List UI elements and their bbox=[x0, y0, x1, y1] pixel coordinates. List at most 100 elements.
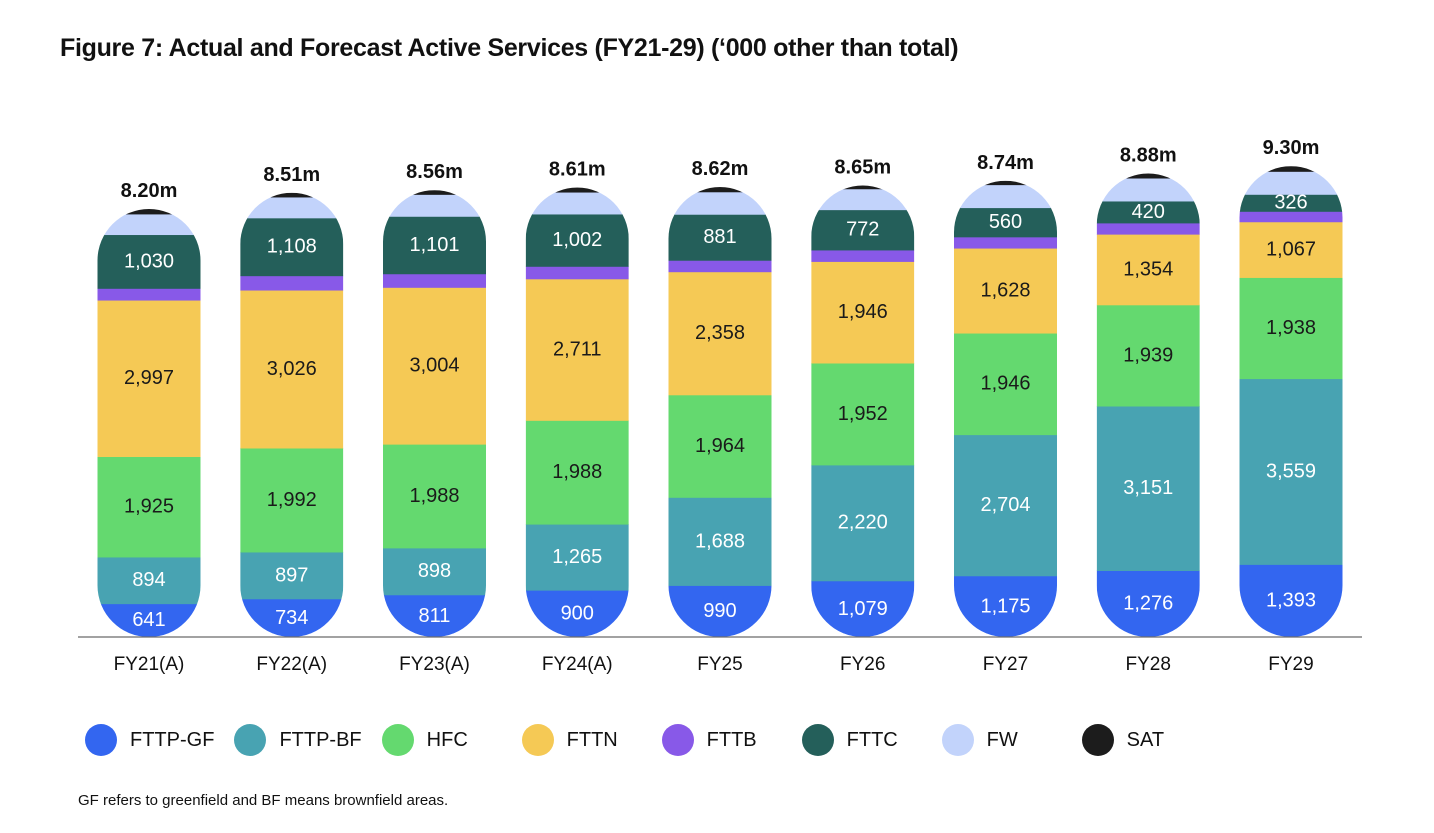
bar-segment-fttb-FY25 bbox=[668, 260, 772, 273]
legend: FTTP-GF FTTP-BF HFC FTTN FTTB FTTC FW SAT bbox=[85, 724, 1222, 756]
data-label: 734 bbox=[275, 607, 308, 629]
bar-segment-fttb-FY22(A) bbox=[240, 275, 344, 291]
bar-segment-fttb-FY28 bbox=[1096, 222, 1200, 235]
bar-segment-hfc-FY26 bbox=[811, 362, 915, 466]
data-label: 1,067 bbox=[1266, 238, 1316, 260]
data-label: 1,265 bbox=[552, 546, 602, 568]
bar-segment-hfc-FY27 bbox=[954, 332, 1057, 436]
data-label: 772 bbox=[846, 219, 879, 241]
bar-segment-fw-FY25 bbox=[668, 191, 772, 215]
bar-segment-sat-FY29 bbox=[1239, 166, 1343, 172]
x-tick-label: FY22(A) bbox=[256, 654, 327, 675]
bar-segment-sat-FY27 bbox=[954, 180, 1057, 186]
x-tick-label: FY26 bbox=[840, 654, 885, 675]
bar-segment-fttn-FY27 bbox=[954, 247, 1057, 334]
bar-segment-fttc-FY28 bbox=[1096, 200, 1200, 224]
data-label: 3,004 bbox=[409, 355, 459, 377]
legend-item-fttp-bf: FTTP-BF bbox=[234, 724, 362, 756]
x-tick-label: FY29 bbox=[1268, 654, 1313, 675]
footnote: GF refers to greenfield and BF means bro… bbox=[78, 792, 449, 809]
legend-label: FTTP-GF bbox=[130, 728, 215, 751]
data-label: 881 bbox=[703, 226, 736, 248]
legend-swatch bbox=[521, 724, 554, 756]
legend-item-fw: FW bbox=[941, 724, 1062, 756]
bar-segment-fttb-FY26 bbox=[811, 249, 915, 262]
legend-label: FTTC bbox=[846, 728, 898, 751]
bar-segment-fttn-FY22(A) bbox=[240, 289, 344, 449]
bar-segment-fw-FY27 bbox=[954, 184, 1057, 209]
bar-segment-fttp-bf-FY22(A) bbox=[240, 551, 344, 600]
data-label: 1,988 bbox=[552, 461, 602, 483]
bar-segment-fttc-FY27 bbox=[954, 207, 1057, 238]
bar-segment-sat-FY26 bbox=[811, 185, 915, 190]
data-label: 1,992 bbox=[267, 489, 317, 511]
total-label: 8.65m bbox=[834, 156, 891, 178]
bar-segment-fttn-FY23(A) bbox=[383, 287, 486, 445]
bar-segment-hfc-FY28 bbox=[1096, 304, 1200, 407]
data-label: 1,030 bbox=[124, 250, 174, 272]
bar-segment-fttn-FY26 bbox=[811, 261, 915, 364]
bar-segment-fttb-FY27 bbox=[954, 236, 1057, 249]
bar-segment-fw-FY29 bbox=[1239, 171, 1343, 195]
bar-stack-FY21(A) bbox=[97, 208, 201, 638]
data-label: 894 bbox=[132, 569, 165, 591]
total-label: 8.74m bbox=[977, 152, 1034, 174]
data-label: 3,026 bbox=[267, 358, 317, 380]
bar-segment-hfc-FY23(A) bbox=[383, 444, 486, 549]
legend-swatch bbox=[661, 724, 694, 756]
legend-item-fttn: FTTN bbox=[521, 724, 642, 756]
data-label: 1,108 bbox=[267, 236, 317, 258]
data-label: 1,276 bbox=[1123, 593, 1173, 615]
bar-segment-fttp-bf-FY25 bbox=[668, 497, 772, 586]
legend-label: FW bbox=[986, 728, 1018, 751]
data-label: 1,939 bbox=[1123, 344, 1173, 366]
x-tick-label: FY27 bbox=[983, 654, 1028, 675]
bar-segment-sat-FY21(A) bbox=[97, 208, 201, 215]
bar-segment-fttc-FY21(A) bbox=[97, 234, 201, 289]
bar-segment-sat-FY24(A) bbox=[525, 187, 629, 193]
data-label: 811 bbox=[419, 605, 451, 627]
x-tick-label: FY24(A) bbox=[542, 654, 613, 675]
legend-swatch bbox=[941, 724, 974, 756]
bar-segment-fttc-FY29 bbox=[1239, 194, 1343, 212]
legend-swatch bbox=[85, 724, 117, 756]
total-label: 8.56m bbox=[406, 161, 463, 183]
bar-segment-fttp-bf-FY24(A) bbox=[525, 523, 629, 591]
legend-item-fttb: FTTB bbox=[661, 724, 782, 756]
bar-segment-hfc-FY22(A) bbox=[240, 447, 344, 553]
data-label: 1,628 bbox=[980, 279, 1030, 301]
bar-segment-fttn-FY28 bbox=[1096, 234, 1200, 306]
bar-segment-fttc-FY26 bbox=[811, 209, 915, 251]
bar-segment-fw-FY24(A) bbox=[525, 191, 629, 215]
legend-swatch bbox=[381, 724, 414, 756]
total-label: 8.51m bbox=[263, 164, 320, 186]
data-label: 2,711 bbox=[553, 338, 602, 360]
bar-segment-fttn-FY25 bbox=[668, 271, 772, 396]
data-label: 1,002 bbox=[552, 229, 602, 251]
x-tick-label: FY28 bbox=[1126, 654, 1171, 675]
bar-segment-fttn-FY24(A) bbox=[525, 278, 629, 421]
stacked-bar-chart: 641 894 1,925 2,997 1,030 8.20m FY21(A) 734 897 1… bbox=[78, 137, 1362, 675]
legend-item-fttc: FTTC bbox=[801, 724, 922, 756]
legend-item-fttp-gf: FTTP-GF bbox=[85, 724, 214, 756]
data-label: 1,946 bbox=[980, 373, 1030, 395]
bar-segment-fttc-FY24(A) bbox=[525, 213, 629, 267]
bar-stack-FY24(A) bbox=[525, 187, 629, 637]
data-label: 2,704 bbox=[980, 494, 1030, 516]
bar-stack-FY23(A) bbox=[383, 190, 486, 637]
bar-segment-fttb-FY21(A) bbox=[97, 288, 201, 301]
total-label: 9.30m bbox=[1263, 137, 1320, 159]
bar-segment-fttb-FY23(A) bbox=[383, 273, 486, 288]
legend-swatch bbox=[234, 724, 267, 756]
bar-segment-fttc-FY23(A) bbox=[383, 216, 486, 275]
data-label: 1,952 bbox=[838, 403, 888, 425]
data-label: 1,925 bbox=[124, 496, 174, 518]
legend-swatch bbox=[1081, 724, 1114, 756]
total-label: 8.88m bbox=[1120, 144, 1177, 166]
data-label: 1,946 bbox=[838, 301, 888, 323]
legend-label: FTTB bbox=[706, 728, 757, 751]
bar-stack-FY27 bbox=[954, 180, 1057, 637]
data-label: 900 bbox=[561, 603, 594, 625]
bar-segment-hfc-FY25 bbox=[668, 394, 772, 498]
x-tick-label: FY23(A) bbox=[399, 654, 470, 675]
